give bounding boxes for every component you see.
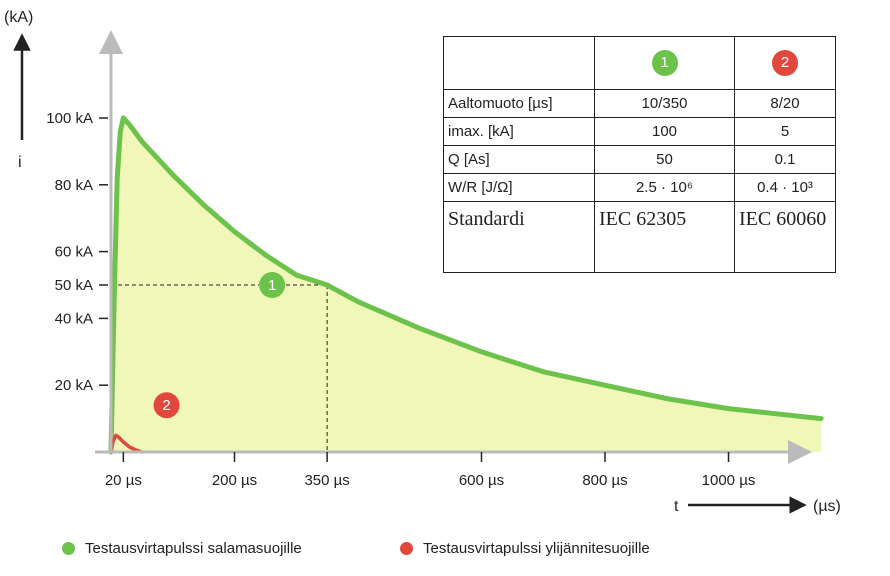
x-tick-label: 1000 µs	[702, 472, 756, 489]
table-row: Aaltomuoto [µs] 10/350 8/20	[443, 89, 836, 118]
row-label: imax. [kA]	[443, 117, 595, 146]
row-label: W/R [J/Ω]	[443, 173, 595, 202]
standard-row: Standardi IEC 62305 IEC 60060	[443, 201, 836, 273]
series-marker-2	[153, 392, 180, 419]
legend-dot-2-icon	[400, 542, 413, 555]
series-1-line	[108, 115, 824, 455]
series-marker-1	[259, 272, 286, 298]
y-symbol-label: i	[18, 154, 22, 171]
labels-layer: (kA) i t (µs)	[4, 9, 841, 515]
y-tick-label: 100 kA	[46, 110, 93, 127]
plot-layer: 12	[108, 115, 824, 455]
series-marker-label-2: 2	[162, 397, 170, 414]
table-row: imax. [kA] 100 5	[443, 117, 836, 146]
standard-value-2: IEC 60060	[734, 201, 836, 273]
y-tick-label: 20 kA	[55, 377, 93, 394]
legend-dot-1-icon	[62, 542, 75, 555]
table-header-cell-2: 2	[734, 36, 836, 90]
row-value-1: 100	[594, 117, 735, 146]
table-row: W/R [J/Ω] 2.5 · 10⁶ 0.4 · 10³	[443, 173, 836, 202]
legend-label-1: Testausvirtapulssi salamasuojille	[85, 540, 302, 557]
x-tick-label: 800 µs	[582, 472, 627, 489]
legend-item-1: Testausvirtapulssi salamasuojille	[62, 540, 302, 557]
standard-label: Standardi	[443, 201, 595, 273]
y-tick-label: 40 kA	[55, 310, 93, 327]
axes-layer: 100 kA 80 kA 60 kA 50 kA 40 kA 20 kA 20 µs 200 …	[46, 29, 812, 489]
row-value-2: 0.4 · 10³	[734, 173, 836, 202]
row-value-2: 8/20	[734, 89, 836, 118]
series-1-area	[111, 118, 822, 452]
standard-value-1: IEC 62305	[594, 201, 735, 273]
table-row: Q [As] 50 0.1	[443, 145, 836, 174]
specification-table: 1 2 Aaltomuoto [µs] 10/350 8/20 imax. [k…	[443, 36, 836, 273]
row-value-2: 0.1	[734, 145, 836, 174]
row-label: Aaltomuoto [µs]	[443, 89, 595, 118]
series-marker-label-1: 1	[268, 277, 276, 294]
table-header-row: 1 2	[443, 36, 836, 90]
legend-label-2: Testausvirtapulssi ylijännitesuojille	[423, 540, 650, 557]
x-tick-label: 600 µs	[459, 472, 504, 489]
table-corner-cell	[443, 36, 595, 90]
row-value-1: 50	[594, 145, 735, 174]
row-value-2: 5	[734, 117, 836, 146]
x-tick-label: 200 µs	[212, 472, 257, 489]
y-tick-label: 50 kA	[55, 277, 93, 294]
row-value-1: 2.5 · 10⁶	[594, 173, 735, 202]
row-value-1: 10/350	[594, 89, 735, 118]
waveform-2-badge: 2	[772, 50, 798, 76]
y-tick-label: 80 kA	[55, 177, 93, 194]
x-symbol-label: t	[674, 498, 679, 515]
x-unit-label: (µs)	[813, 498, 841, 515]
x-tick-label: 20 µs	[105, 472, 142, 489]
legend-item-2: Testausvirtapulssi ylijännitesuojille	[400, 540, 650, 557]
x-tick-label: 350 µs	[304, 472, 349, 489]
y-tick-label: 60 kA	[55, 244, 93, 261]
waveform-1-badge: 1	[651, 50, 678, 76]
y-unit-label: (kA)	[4, 9, 33, 26]
row-label: Q [As]	[443, 145, 595, 174]
table-header-cell-1: 1	[594, 36, 735, 90]
series-2-line	[109, 433, 144, 454]
